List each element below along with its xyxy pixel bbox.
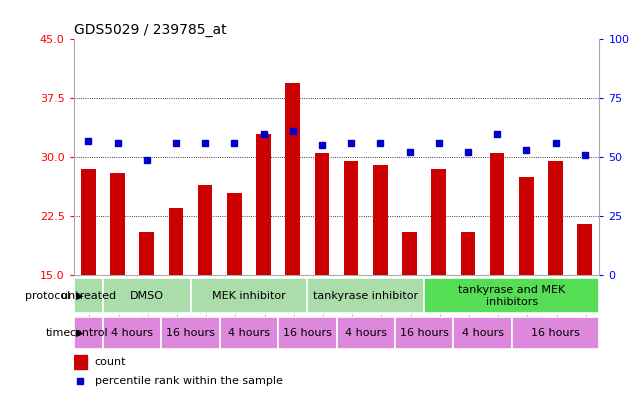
Text: 4 hours: 4 hours (462, 328, 504, 338)
Bar (490, 153, 504, 275)
Bar (315, 153, 329, 275)
Bar (198, 185, 212, 275)
Text: GDS5029 / 239785_at: GDS5029 / 239785_at (74, 23, 226, 37)
Bar (395, 318, 453, 349)
Text: untreated: untreated (61, 291, 116, 301)
Bar (256, 134, 271, 275)
Text: DMSO: DMSO (129, 291, 163, 301)
Bar (578, 224, 592, 275)
Bar (424, 278, 599, 313)
Text: ▶: ▶ (76, 291, 83, 301)
Text: ▶: ▶ (76, 328, 83, 338)
Bar (103, 278, 190, 313)
Bar (169, 208, 183, 275)
Bar (81, 169, 96, 275)
Text: 16 hours: 16 hours (400, 328, 449, 338)
Text: 16 hours: 16 hours (531, 328, 580, 338)
Bar (140, 232, 154, 275)
Text: control: control (69, 328, 108, 338)
Text: 16 hours: 16 hours (283, 328, 332, 338)
Text: count: count (95, 357, 126, 367)
Bar (220, 318, 278, 349)
Text: time: time (46, 328, 71, 338)
Text: percentile rank within the sample: percentile rank within the sample (95, 376, 283, 386)
Text: protocol: protocol (25, 291, 71, 301)
Bar (162, 318, 220, 349)
Text: 4 hours: 4 hours (345, 328, 387, 338)
Bar (307, 278, 424, 313)
Text: tankyrase inhibitor: tankyrase inhibitor (313, 291, 419, 301)
Bar (337, 318, 395, 349)
Bar (110, 173, 125, 275)
Text: 4 hours: 4 hours (228, 328, 270, 338)
Bar (227, 193, 242, 275)
Bar (190, 278, 307, 313)
Text: 4 hours: 4 hours (111, 328, 153, 338)
Text: MEK inhibitor: MEK inhibitor (212, 291, 286, 301)
Bar (103, 318, 162, 349)
Bar (74, 355, 87, 369)
Bar (373, 165, 388, 275)
Bar (431, 169, 446, 275)
Bar (453, 318, 512, 349)
Bar (278, 318, 337, 349)
Bar (74, 318, 103, 349)
Bar (403, 232, 417, 275)
Bar (461, 232, 475, 275)
Text: tankyrase and MEK
inhibitors: tankyrase and MEK inhibitors (458, 285, 565, 307)
Bar (344, 161, 358, 275)
Bar (519, 177, 533, 275)
Bar (74, 278, 103, 313)
Bar (512, 318, 599, 349)
Bar (285, 83, 300, 275)
Bar (548, 161, 563, 275)
Text: 16 hours: 16 hours (166, 328, 215, 338)
